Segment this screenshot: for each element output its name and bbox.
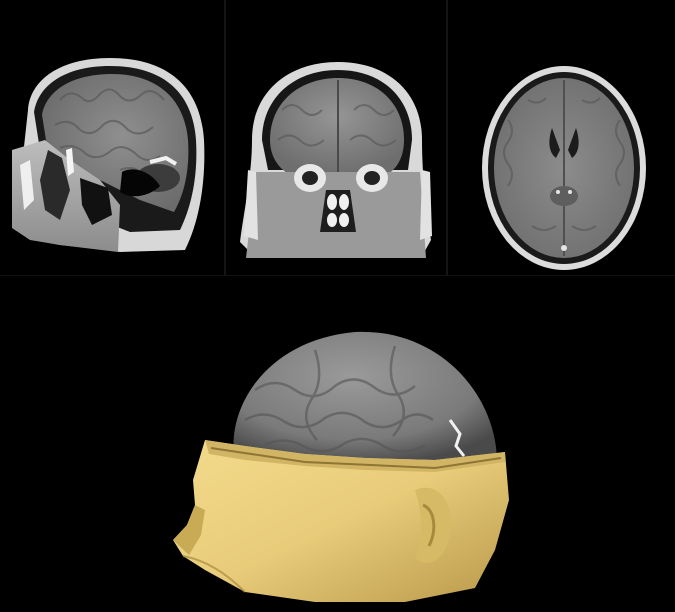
panel-divider [0, 275, 675, 276]
sagittal-mri-panel [0, 0, 224, 275]
axial-mri-panel [448, 0, 675, 275]
coronal-mri-panel [226, 0, 446, 275]
mri-axial-slice-icon [482, 66, 646, 270]
panel-divider [224, 0, 226, 275]
head-3d-render-icon [173, 331, 509, 602]
mri-coronal-slice-icon [240, 62, 432, 258]
panel-divider [446, 0, 448, 275]
head-3d-render-panel [165, 320, 515, 612]
mri-sagittal-slice-icon [12, 58, 205, 252]
